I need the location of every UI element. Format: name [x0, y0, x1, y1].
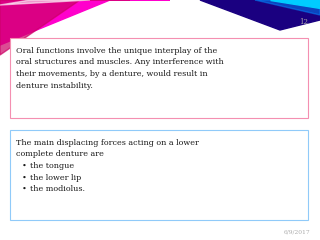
- Text: The main displacing forces acting on a lower: The main displacing forces acting on a l…: [16, 139, 199, 147]
- Text: denture instability.: denture instability.: [16, 82, 93, 90]
- Text: 6/9/2017: 6/9/2017: [284, 229, 310, 234]
- Text: the modiolus.: the modiolus.: [30, 185, 85, 193]
- Text: oral structures and muscles. Any interference with: oral structures and muscles. Any interfe…: [16, 59, 224, 66]
- Text: •: •: [22, 174, 27, 181]
- Text: Oral functions involve the unique interplay of the: Oral functions involve the unique interp…: [16, 47, 217, 55]
- Polygon shape: [200, 0, 320, 30]
- Polygon shape: [255, 0, 320, 15]
- Polygon shape: [0, 0, 90, 5]
- Text: complete denture are: complete denture are: [16, 150, 104, 158]
- Text: •: •: [22, 185, 27, 193]
- Polygon shape: [0, 0, 130, 55]
- Text: the lower lip: the lower lip: [30, 174, 81, 181]
- Polygon shape: [0, 0, 170, 45]
- Text: the tongue: the tongue: [30, 162, 74, 170]
- Text: their movements, by a denture, would result in: their movements, by a denture, would res…: [16, 70, 208, 78]
- Text: •: •: [22, 162, 27, 170]
- FancyBboxPatch shape: [10, 38, 308, 118]
- FancyBboxPatch shape: [10, 130, 308, 220]
- Polygon shape: [270, 0, 320, 8]
- Text: 12: 12: [299, 18, 308, 26]
